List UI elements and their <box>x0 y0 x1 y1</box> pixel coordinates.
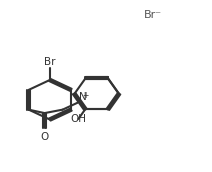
Text: Br⁻: Br⁻ <box>144 10 162 20</box>
Text: O: O <box>40 132 49 142</box>
Text: OH: OH <box>70 114 86 124</box>
Text: Br: Br <box>44 57 56 67</box>
Text: +: + <box>82 91 88 100</box>
Text: N: N <box>78 92 86 102</box>
